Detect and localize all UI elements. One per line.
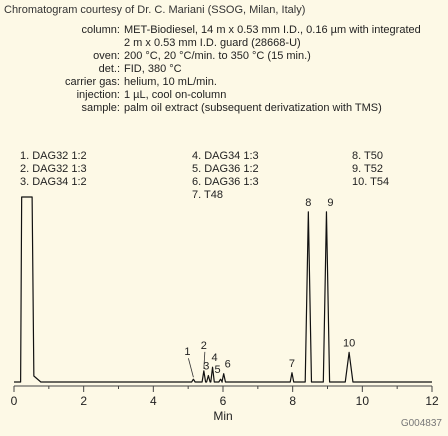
peak-list-item: 10. T54: [352, 176, 390, 188]
condition-key: det.:: [98, 63, 120, 75]
peak-list-item: 1. DAG32 1:2: [20, 150, 87, 162]
peak-list-column: 1. DAG32 1:2 2. DAG32 1:3 3. DAG34 1:2: [20, 150, 87, 189]
condition-row: carrier gas: helium, 10 mL/min.: [0, 76, 424, 89]
peak-list-item: 5. DAG36 1:2: [192, 163, 259, 175]
peak-leader-line: [203, 351, 206, 369]
conditions-table: column: MET-Biodiesel, 14 m x 0.53 mm I.D…: [0, 24, 424, 115]
peak-label: 9: [327, 197, 333, 209]
condition-value: FID, 380 °C: [124, 63, 182, 75]
peak-label: 10: [343, 337, 355, 349]
peak-label: 6: [225, 359, 231, 371]
condition-row: det.: FID, 380 °C: [0, 63, 424, 76]
x-tick-label: 8: [289, 394, 296, 408]
peak-label: 8: [305, 197, 311, 209]
peak-label: 1: [184, 346, 190, 358]
peak-label: 4: [211, 352, 217, 364]
condition-value: helium, 10 mL/min.: [124, 76, 217, 88]
peak-list-item: 3. DAG34 1:2: [20, 176, 87, 188]
condition-key: oven:: [93, 50, 120, 62]
peak-label: 3: [203, 361, 209, 373]
condition-key: sample:: [81, 102, 120, 114]
figure-code: G004837: [400, 418, 442, 429]
condition-value: palm oil extract (subsequent derivatizat…: [124, 102, 382, 114]
chromatogram-trace: [14, 196, 432, 383]
peak-label: 2: [201, 340, 207, 352]
peak-leader-line: [188, 358, 194, 378]
x-tick-label: 12: [425, 394, 439, 408]
peak-list-item: 2. DAG32 1:3: [20, 163, 87, 175]
x-tick-label: 6: [220, 394, 227, 408]
x-axis-label: Min: [213, 409, 232, 423]
peak-label: 5: [214, 364, 220, 376]
x-tick-label: 4: [150, 394, 157, 408]
x-tick-label: 2: [80, 394, 87, 408]
condition-key: injection:: [76, 89, 120, 101]
peak-list-item: 8. T50: [352, 150, 383, 162]
condition-value: 200 °C, 20 °C/min. to 350 °C (15 min.): [124, 50, 311, 62]
condition-row: sample: palm oil extract (subsequent deri…: [0, 102, 424, 115]
condition-row: injection: 1 µL, cool on-column: [0, 89, 424, 102]
condition-value: MET-Biodiesel, 14 m x 0.53 mm I.D., 0.16…: [124, 24, 421, 49]
condition-key: column:: [81, 24, 120, 36]
peak-list-item: 4. DAG34 1:3: [192, 150, 259, 162]
peak-label: 7: [289, 358, 295, 370]
peak-list-item: 7. T48: [192, 189, 223, 201]
peak-list-column: 4. DAG34 1:3 5. DAG36 1:2 6. DAG36 1:3 7. T…: [192, 150, 259, 202]
condition-value: 1 µL, cool on-column: [124, 89, 227, 101]
credit-text: Chromatogram courtesy of Dr. C. Mariani …: [4, 4, 306, 16]
peak-list-column: 8. T50 9. T52 10. T54: [352, 150, 389, 189]
condition-row: oven: 200 °C, 20 °C/min. to 350 °C (15 mi…: [0, 50, 424, 63]
peak-list-item: 9. T52: [352, 163, 383, 175]
x-tick-label: 0: [11, 394, 18, 408]
peak-list-item: 6. DAG36 1:3: [192, 176, 259, 188]
x-tick-label: 10: [356, 394, 370, 408]
condition-key: carrier gas:: [64, 76, 120, 88]
condition-row: column: MET-Biodiesel, 14 m x 0.53 mm I.D…: [0, 24, 424, 50]
